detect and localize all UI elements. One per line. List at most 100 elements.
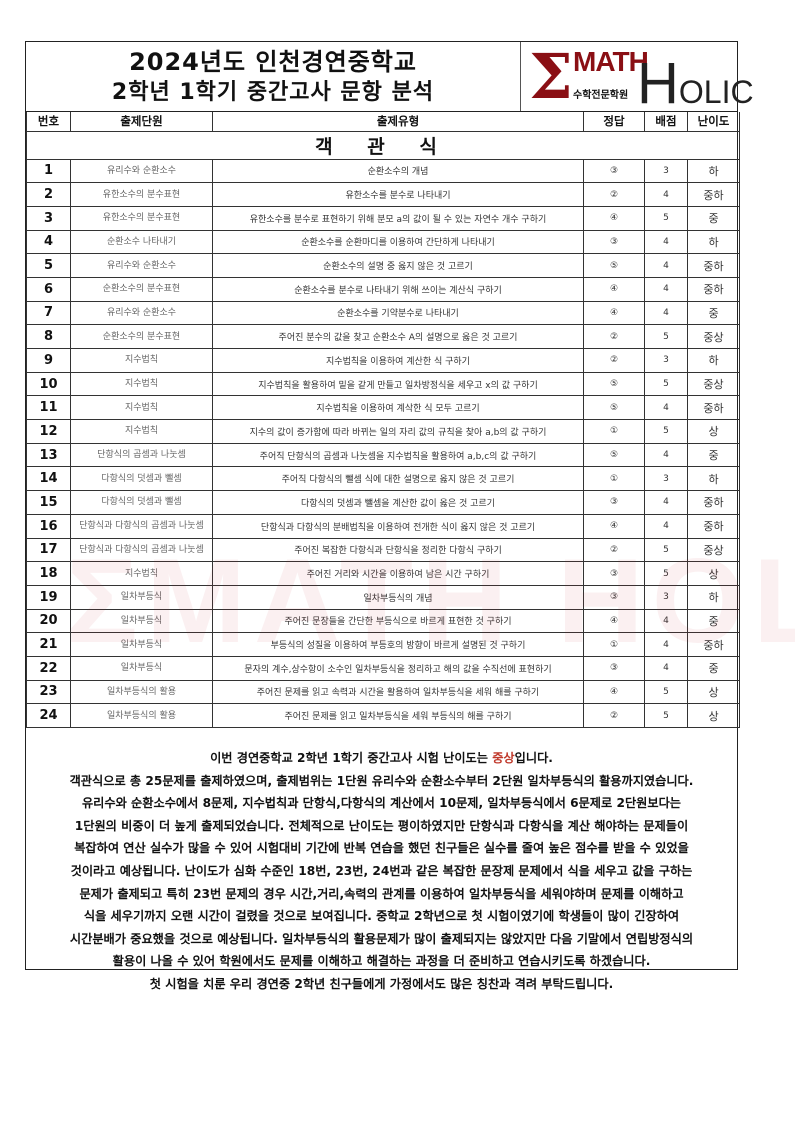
question-table: 번호 출제단원 출제유형 정답 배점 난이도 객 관 식 1 유리수와 순환소수 순… bbox=[26, 112, 740, 728]
question-number: 22 bbox=[26, 655, 71, 681]
summary-line: 것이라고 예상됩니다. 난이도가 심화 수준인 18번, 23번, 24번과 같… bbox=[70, 863, 693, 878]
question-type: 단항식과 다항식의 분배법칙을 이용하여 전개한 식이 옳지 않은 것 고르기 bbox=[212, 513, 584, 539]
question-type: 순환소수를 분수로 나타내기 위해 쓰이는 계산식 구하기 bbox=[212, 276, 584, 302]
question-score: 4 bbox=[644, 442, 688, 468]
question-type: 다항식의 덧셈과 뺄셈을 계산한 값이 옳은 것 고르기 bbox=[212, 490, 584, 515]
question-score: 3 bbox=[644, 584, 688, 610]
question-number: 6 bbox=[26, 276, 71, 302]
summary-line: 복잡하여 연산 실수가 많을 수 있어 시험대비 기간에 반복 연습을 했던 친… bbox=[74, 841, 689, 856]
question-unit: 순환소수의 분수표현 bbox=[70, 276, 213, 302]
question-answer: ② bbox=[583, 537, 645, 563]
summary-line: 객관식으로 총 25문제를 출제하였으며, 출제범위는 1단원 유리수와 순환소… bbox=[69, 773, 694, 788]
question-unit: 지수법칙 bbox=[70, 348, 213, 373]
page-subtitle: 2학년 1학기 중간고사 문항 분석 bbox=[111, 79, 435, 105]
question-answer: ③ bbox=[583, 561, 645, 586]
question-answer: ② bbox=[583, 348, 645, 373]
question-type: 일차부등식의 개념 bbox=[212, 584, 584, 610]
table-row: 14 다항식의 덧셈과 뺄셈 주어직 다항식의 뺄셈 식에 대한 설명으로 옳지 않… bbox=[26, 466, 740, 492]
question-score: 5 bbox=[644, 419, 688, 444]
table-row: 4 순환소수 나타내기 순환소수를 순환마디를 이용하여 간단하게 나타내기 ③ 4 하 bbox=[26, 229, 740, 255]
question-level: 중 bbox=[687, 205, 740, 231]
question-answer: ③ bbox=[583, 490, 645, 515]
question-number: 9 bbox=[26, 348, 71, 373]
question-number: 3 bbox=[26, 205, 71, 231]
question-answer: ④ bbox=[583, 513, 645, 539]
question-score: 4 bbox=[644, 655, 688, 681]
question-unit: 일차부등식의 활용 bbox=[70, 679, 213, 705]
question-level: 중 bbox=[687, 300, 740, 326]
question-answer: ② bbox=[583, 182, 645, 207]
question-score: 4 bbox=[644, 276, 688, 302]
question-level: 중상 bbox=[687, 537, 740, 563]
table-row: 10 지수법칙 지수법칙을 활용하여 밑을 같게 만들고 일차방정식을 세우고 x의… bbox=[26, 371, 740, 397]
question-number: 2 bbox=[26, 182, 71, 207]
question-answer: ① bbox=[583, 632, 645, 657]
question-answer: ④ bbox=[583, 608, 645, 634]
table-row: 21 일차부등식 부등식의 성질을 이용하여 부등호의 방향이 바르게 설명된 것 … bbox=[26, 632, 740, 657]
question-type: 순환소수의 개념 bbox=[212, 158, 584, 184]
question-unit: 유리수와 순환소수 bbox=[70, 300, 213, 326]
question-unit: 단항식의 곱셈과 나눗셈 bbox=[70, 442, 213, 468]
question-number: 7 bbox=[26, 300, 71, 326]
table-row: 19 일차부등식 일차부등식의 개념 ③ 3 하 bbox=[26, 584, 740, 610]
table-row: 20 일차부등식 주어진 문장들을 간단한 부등식으로 바르게 표현한 것 구하기 ④… bbox=[26, 608, 740, 634]
question-number: 19 bbox=[26, 584, 71, 610]
question-level: 하 bbox=[687, 584, 740, 610]
question-unit: 일차부등식 bbox=[70, 632, 213, 657]
question-level: 중 bbox=[687, 442, 740, 468]
question-unit: 순환소수 나타내기 bbox=[70, 229, 213, 255]
question-level: 하 bbox=[687, 158, 740, 184]
question-level: 상 bbox=[687, 703, 740, 728]
question-unit: 다항식의 덧셈과 뺄셈 bbox=[70, 490, 213, 515]
question-type: 순환소수를 순환마디를 이용하여 간단하게 나타내기 bbox=[212, 229, 584, 255]
table-row: 16 단항식과 다항식의 곱셈과 나눗셈 단항식과 다항식의 분배법칙을 이용하여 … bbox=[26, 513, 740, 539]
question-unit: 다항식의 덧셈과 뺄셈 bbox=[70, 466, 213, 492]
table-row: 22 일차부등식 문자의 계수,상수항이 소수인 일차부등식을 정리하고 해의 값을… bbox=[26, 655, 740, 681]
section-title: 객 관 식 bbox=[26, 130, 740, 160]
question-score: 3 bbox=[644, 348, 688, 373]
table-row: 9 지수법칙 지수법칙을 이용하여 계산한 식 구하기 ② 3 하 bbox=[26, 348, 740, 373]
question-unit: 지수법칙 bbox=[70, 395, 213, 421]
table-row: 5 유리수와 순환소수 순환소수의 설명 중 옳지 않은 것 고르기 ⑤ 4 중하 bbox=[26, 253, 740, 278]
question-score: 4 bbox=[644, 490, 688, 515]
sigma-logo-icon: Σ bbox=[529, 40, 573, 113]
question-unit: 단항식과 다항식의 곱셈과 나눗셈 bbox=[70, 537, 213, 563]
question-number: 23 bbox=[26, 679, 71, 705]
summary-line: 이번 경연중학교 2학년 1학기 중간고사 시험 난이도는 중상입니다. bbox=[210, 751, 553, 765]
col-header-unit: 출제단원 bbox=[70, 112, 213, 132]
question-type: 문자의 계수,상수항이 소수인 일차부등식을 정리하고 해의 값을 수직선에 표… bbox=[212, 655, 584, 681]
table-row: 12 지수법칙 지수의 값이 증가함에 따라 바뀌는 일의 자리 값의 규칙을 찾아… bbox=[26, 419, 740, 444]
difficulty-highlight: 중상 bbox=[492, 751, 515, 765]
question-number: 4 bbox=[26, 229, 71, 255]
question-level: 중하 bbox=[687, 513, 740, 539]
question-answer: ⑤ bbox=[583, 253, 645, 278]
table-row: 13 단항식의 곱셈과 나눗셈 주어직 단항식의 곱셈과 나눗셈을 지수법칙을 활용… bbox=[26, 442, 740, 468]
question-number: 5 bbox=[26, 253, 71, 278]
question-answer: ② bbox=[583, 324, 645, 349]
question-score: 4 bbox=[644, 608, 688, 634]
summary-line: 문제가 출제되고 특히 23번 문제의 경우 시간,거리,속력의 관계를 이용하… bbox=[79, 886, 684, 901]
question-type: 부등식의 성질을 이용하여 부등호의 방향이 바르게 설명된 것 구하기 bbox=[212, 632, 584, 657]
question-answer: ④ bbox=[583, 205, 645, 231]
question-unit: 지수법칙 bbox=[70, 419, 213, 444]
question-number: 20 bbox=[26, 608, 71, 634]
question-type: 주어진 문제를 읽고 속력과 시간을 활용하여 일차부등식을 세워 해를 구하기 bbox=[212, 679, 584, 705]
question-type: 주어진 문장들을 간단한 부등식으로 바르게 표현한 것 구하기 bbox=[212, 608, 584, 634]
question-number: 13 bbox=[26, 442, 71, 468]
question-number: 21 bbox=[26, 632, 71, 657]
table-row: 23 일차부등식의 활용 주어진 문제를 읽고 속력과 시간을 활용하여 일차부등식… bbox=[26, 679, 740, 705]
question-score: 3 bbox=[644, 158, 688, 184]
summary-line: 1단원의 비중이 더 높게 출제되었습니다. 전체적으로 난이도는 평이하였지만… bbox=[74, 818, 689, 833]
question-answer: ③ bbox=[583, 655, 645, 681]
question-score: 4 bbox=[644, 395, 688, 421]
question-score: 4 bbox=[644, 253, 688, 278]
question-type: 순환소수의 설명 중 옳지 않은 것 고르기 bbox=[212, 253, 584, 278]
question-number: 16 bbox=[26, 513, 71, 539]
question-answer: ④ bbox=[583, 679, 645, 705]
question-score: 5 bbox=[644, 561, 688, 586]
question-level: 중하 bbox=[687, 632, 740, 657]
question-unit: 지수법칙 bbox=[70, 561, 213, 586]
table-row: 18 지수법칙 주어진 거리와 시간을 이용하여 남은 시간 구하기 ③ 5 상 bbox=[26, 561, 740, 586]
question-type: 지수법칙을 이용하여 계삭한 식 모두 고르기 bbox=[212, 395, 584, 421]
question-number: 18 bbox=[26, 561, 71, 586]
